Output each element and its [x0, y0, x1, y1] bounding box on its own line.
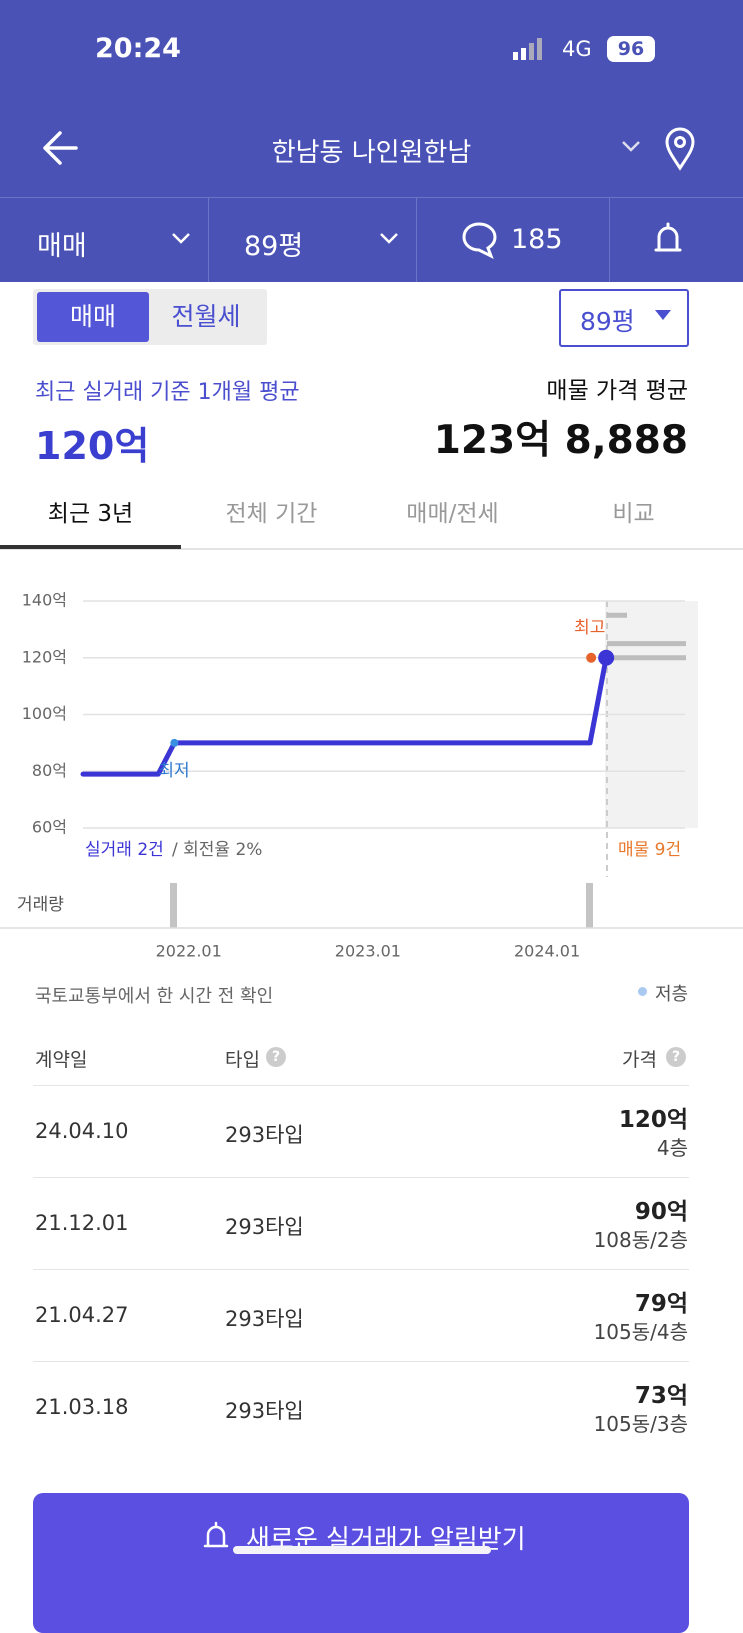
y-tick-label: 120억 [22, 647, 67, 666]
listings-label: 매물 9건 [618, 840, 681, 860]
deal-type-filter[interactable]: 매매 [37, 231, 87, 262]
location-icon[interactable] [662, 126, 698, 172]
contract-date: 21.04.27 [35, 1303, 129, 1327]
volume-bar [170, 883, 177, 928]
tab[interactable]: 최근 3년 [47, 501, 134, 527]
trades-label: 실거래 2건 [85, 840, 164, 860]
floor: 108동/2층 [593, 1228, 688, 1252]
current-point [598, 649, 615, 666]
dropdown-arrow [655, 310, 671, 320]
x-tick-label: 2024.01 [514, 942, 580, 961]
unit-type: 293타입 [225, 1123, 304, 1147]
row-divider [33, 1361, 689, 1362]
alert-button[interactable] [33, 1493, 689, 1633]
back-button[interactable] [40, 128, 82, 168]
page-title: 한남동 나인원한남 [271, 138, 472, 168]
toggle-option[interactable]: 전월세 [171, 302, 241, 331]
title-dropdown[interactable] [620, 138, 642, 154]
tab[interactable]: 비교 [612, 501, 655, 527]
size-select-label: 89평 [580, 307, 635, 336]
turnover-label: / 회전율 2% [172, 840, 262, 860]
network: 4G [562, 37, 592, 61]
listing-label: 매물 가격 평균 [546, 378, 688, 404]
low-annotation: 최저 [158, 761, 189, 781]
source-note: 국토교통부에서 한 시간 전 확인 [35, 986, 274, 1007]
tab-border [0, 548, 743, 550]
toggle-option[interactable]: 매매 [37, 292, 149, 342]
y-tick-label: 100억 [22, 704, 67, 723]
comment-count[interactable]: 185 [511, 224, 563, 255]
high-point [586, 652, 597, 663]
price-chart: 실거래 2건 / 회전율 2% 매물 9건 거래량 60억 80억 100억 120억… [0, 591, 743, 961]
contract-date: 21.12.01 [35, 1211, 129, 1235]
price: 90억 [634, 1199, 688, 1225]
volume-label: 거래량 [17, 895, 64, 915]
tab-indicator [0, 545, 181, 549]
y-tick-label: 80억 [32, 761, 67, 780]
legend-label: 저층 [655, 984, 689, 1005]
high-annotation: 최고 [574, 618, 605, 638]
row-divider [33, 1177, 689, 1178]
home-indicator [233, 1546, 491, 1554]
tab[interactable]: 전체 기간 [225, 501, 318, 527]
contract-date: 21.03.18 [35, 1395, 129, 1419]
unit-type: 293타입 [225, 1307, 304, 1331]
help-icon[interactable]: ? [266, 1047, 286, 1067]
x-tick-label: 2022.01 [156, 942, 222, 961]
recent-label: 최근 실거래 기준 1개월 평균 [35, 380, 300, 405]
time: 20:24 [95, 33, 181, 64]
row-divider [33, 1269, 689, 1270]
divider [609, 198, 610, 282]
column-header: 가격 [622, 1049, 657, 1071]
chevron [380, 233, 398, 244]
contract-date: 24.04.10 [35, 1119, 129, 1143]
listing-value: 123억 8,888 [433, 418, 688, 463]
x-tick-label: 2023.01 [335, 942, 401, 961]
y-tick-label: 60억 [32, 818, 67, 837]
low-point [170, 738, 179, 747]
price: 120억 [618, 1107, 688, 1133]
unit-type: 293타입 [225, 1215, 304, 1239]
divider [416, 198, 417, 282]
price-line [80, 655, 609, 777]
recent-value: 120억 [35, 424, 150, 468]
legend-dot [638, 987, 647, 996]
y-tick-label: 140억 [22, 591, 67, 610]
comment-icon [462, 222, 497, 260]
volume-bar [586, 883, 593, 928]
divider [208, 198, 209, 282]
size-select[interactable] [559, 289, 689, 347]
price: 73억 [634, 1383, 688, 1409]
divider [0, 197, 743, 198]
unit-type: 293타입 [225, 1399, 304, 1423]
row-divider [33, 1085, 689, 1086]
chevron [172, 233, 190, 244]
price: 79억 [634, 1291, 688, 1317]
bell-icon[interactable] [650, 220, 686, 260]
signal-icon [513, 38, 542, 60]
floor: 105동/3층 [593, 1412, 688, 1436]
floor: 4층 [656, 1136, 688, 1160]
column-header: 타입 [225, 1049, 260, 1071]
column-header: 계약일 [35, 1049, 88, 1071]
battery: 96 [607, 36, 655, 62]
bell-icon [203, 1521, 229, 1548]
floor: 105동/4층 [593, 1320, 688, 1344]
size-filter[interactable]: 89평 [244, 231, 304, 262]
help-icon[interactable]: ? [666, 1047, 686, 1067]
tab[interactable]: 매매/전세 [406, 501, 499, 527]
